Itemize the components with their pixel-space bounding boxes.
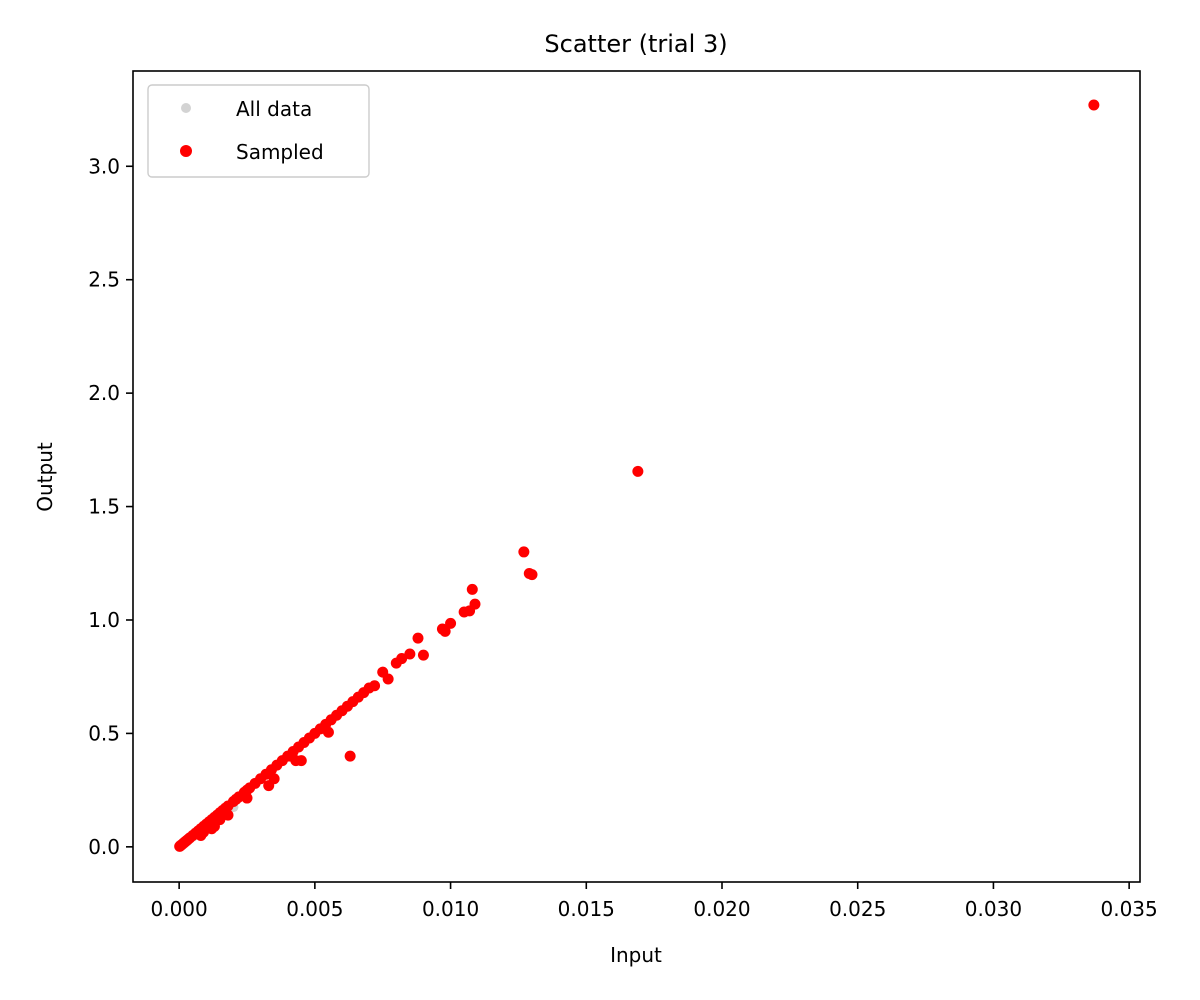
sampled-point (1088, 99, 1100, 111)
sampled-point (404, 648, 416, 660)
x-tick-label: 0.005 (286, 897, 343, 921)
x-axis-label: Input (610, 943, 662, 967)
legend: All data Sampled (147, 84, 370, 178)
sampled-point (222, 809, 234, 821)
sampled-point (396, 653, 408, 665)
sampled-point (198, 826, 210, 838)
x-tick-label: 0.030 (965, 897, 1022, 921)
sampled-point (632, 465, 644, 477)
y-tick-label: 2.5 (88, 268, 120, 292)
x-axis-ticks: 0.000 0.005 0.010 0.015 0.020 0.025 0.030 0.035 (151, 882, 1158, 921)
legend-marker-sampled (180, 145, 192, 157)
points-layer (174, 99, 1100, 852)
sampled-point (439, 625, 451, 637)
legend-label-sampled: Sampled (236, 140, 324, 164)
sampled-point (208, 820, 220, 832)
y-tick-label: 3.0 (88, 154, 120, 178)
x-tick-label: 0.010 (422, 897, 479, 921)
x-tick-label: 0.025 (829, 897, 886, 921)
sampled-point (445, 617, 457, 629)
y-tick-label: 0.0 (88, 835, 120, 859)
sampled-point (241, 792, 253, 804)
sampled-point (284, 750, 296, 762)
sampled-point (263, 780, 275, 792)
plot-frame (132, 70, 1141, 883)
y-axis-label: Output (33, 442, 57, 512)
y-axis-ticks: 0.0 0.5 1.0 1.5 2.0 2.5 3.0 (88, 154, 133, 859)
x-tick-label: 0.015 (558, 897, 615, 921)
x-tick-label: 0.020 (693, 897, 750, 921)
legend-label-all-data: All data (236, 97, 312, 121)
y-tick-label: 1.0 (88, 608, 120, 632)
chart-title: Scatter (trial 3) (544, 30, 727, 58)
sampled-point (469, 598, 481, 610)
y-tick-label: 1.5 (88, 495, 120, 519)
y-tick-label: 2.0 (88, 381, 120, 405)
sampled-point (417, 649, 429, 661)
sampled-point (382, 673, 394, 685)
sampled-point (518, 546, 530, 558)
legend-marker-all-data (181, 103, 191, 113)
y-tick-label: 0.5 (88, 721, 120, 745)
sampled-point (526, 569, 538, 581)
sampled-point (466, 583, 478, 595)
sampled-point (369, 680, 381, 692)
sampled-point (322, 726, 334, 738)
sampled-point (412, 632, 424, 644)
sampled-point (344, 750, 356, 762)
legend-box (147, 84, 370, 178)
x-tick-label: 0.000 (151, 897, 208, 921)
x-tick-label: 0.035 (1101, 897, 1158, 921)
